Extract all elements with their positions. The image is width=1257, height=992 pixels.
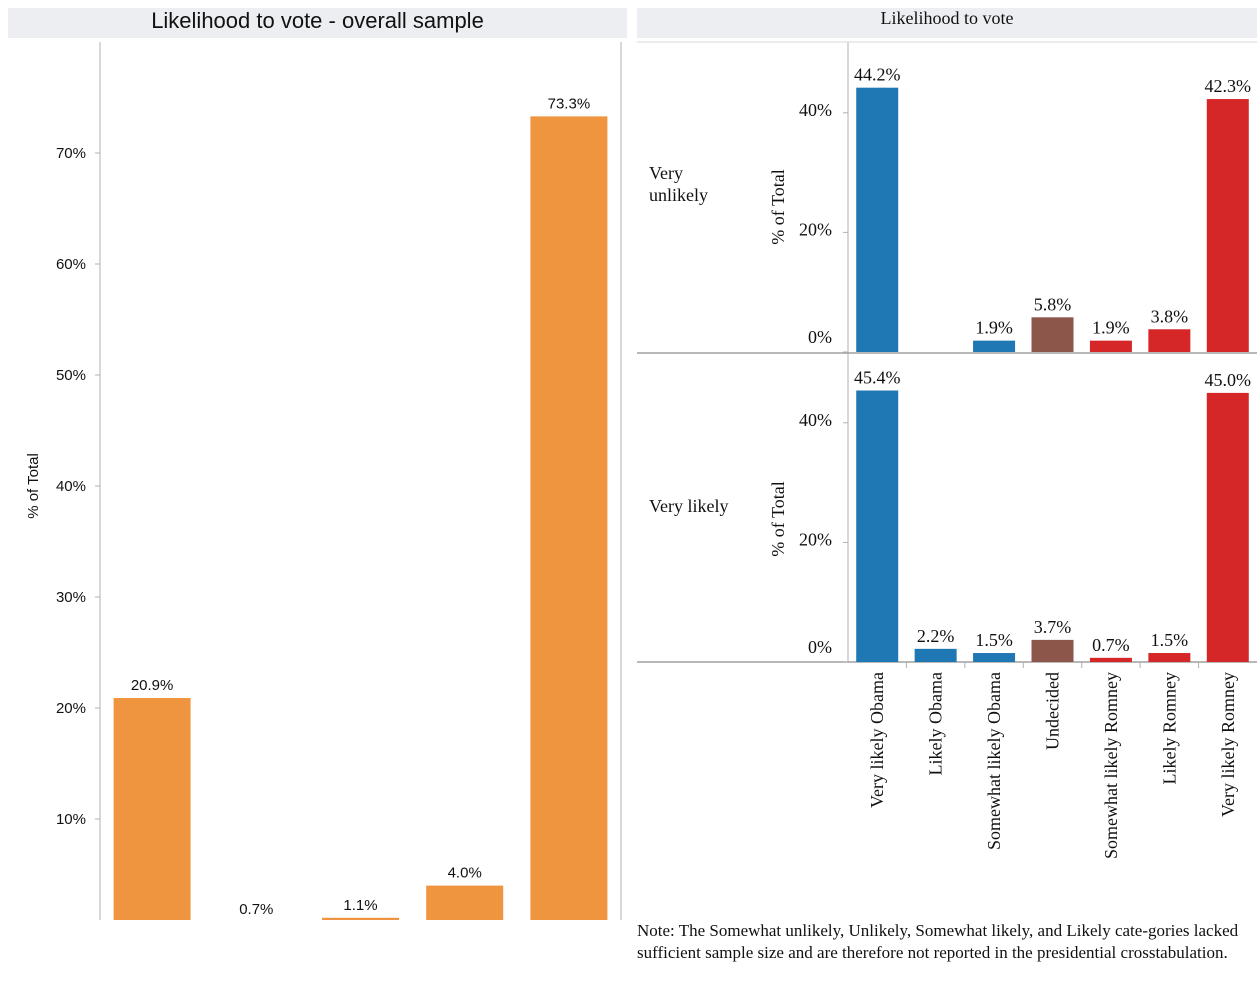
right-bar-value-label: 3.8% [1151,306,1189,326]
right-x-tick-label: Likely Obama [926,672,946,775]
right-row-label: unlikely [649,185,708,205]
left-bar-value-label: 4.0% [448,865,482,882]
left-y-tick-label: 40% [56,478,86,495]
right-bar-value-label: 1.9% [975,318,1013,338]
left-y-tick-label: 60% [56,256,86,273]
right-bar-value-label: 5.8% [1034,294,1072,314]
charts-canvas: 0% 10% 20% 30% 40% 50% 60% 70% % of Total 20.9% Ve… [25,41,1257,920]
right-x-tick-label: Somewhat likely Obama [984,672,1004,850]
right-bar [1031,317,1074,352]
right-x-tick-label: Very likely Romney [1218,672,1238,817]
left-y-tick-label: 10% [56,811,86,828]
right-bar [1089,657,1132,662]
right-y-tick-label: 20% [799,219,832,239]
right-bar [1148,653,1191,662]
left-y-tick-label: 20% [56,700,86,717]
left-y-tick-label: 50% [56,367,86,384]
right-bar-value-label: 45.4% [854,368,901,388]
right-y-axis-label: % of Total [768,169,788,244]
right-x-tick-label: Very likely Obama [867,672,887,808]
left-y-axis-label: % of Total [25,453,42,519]
right-bar-value-label: 1.5% [1151,630,1189,650]
right-bar [1206,392,1249,662]
left-bar [530,116,608,920]
left-y-tick-label: 30% [56,589,86,606]
right-y-tick-label: 20% [799,529,832,549]
right-bar [1089,340,1132,352]
right-y-axis-label: % of Total [768,481,788,556]
right-bar [973,340,1016,352]
right-x-tick-label: Likely Romney [1159,672,1179,784]
left-bar-value-label: 73.3% [548,95,591,112]
right-bar [914,648,957,662]
left-bar-value-label: 0.7% [239,901,273,918]
right-bar-value-label: 44.2% [854,65,901,85]
left-y-tick-label: 70% [56,145,86,162]
right-chart-title: Likelihood to vote [637,8,1257,38]
right-bar-value-label: 3.7% [1034,617,1072,637]
left-bar-value-label: 1.1% [343,897,377,914]
right-y-tick-label: 40% [799,100,832,120]
right-bar-value-label: 1.9% [1092,318,1130,338]
right-x-tick-label: Somewhat likely Romney [1101,672,1121,859]
left-bar [113,698,191,920]
right-bar [1031,639,1074,662]
right-bar-value-label: 2.2% [917,626,955,646]
right-x-tick-label: Undecided [1043,672,1063,750]
right-bar [856,87,899,353]
right-row-label: Very [649,163,683,183]
footnote: Note: The Somewhat unlikely, Unlikely, S… [637,921,1239,962]
left-chart-title: Likelihood to vote - overall sample [8,8,627,38]
left-bar-chart: 0%10%20%30%40%50%60%70%% of Total20.9%Ve… [25,42,622,920]
right-y-tick-label: 0% [808,637,832,657]
right-bar-value-label: 1.5% [975,630,1013,650]
left-bar [322,917,399,920]
right-bar [1206,99,1249,353]
right-bar-value-label: 0.7% [1092,635,1130,655]
left-bar [426,885,504,920]
right-row-label: Very likely [649,496,728,516]
right-bar [856,390,899,662]
right-bar-value-label: 45.0% [1205,370,1252,390]
right-bar [1148,329,1191,352]
left-bar-value-label: 20.9% [131,677,174,694]
right-y-tick-label: 40% [799,410,832,430]
right-bar [973,653,1016,662]
right-y-tick-label: 0% [808,327,832,347]
right-bar-value-label: 42.3% [1205,76,1252,96]
